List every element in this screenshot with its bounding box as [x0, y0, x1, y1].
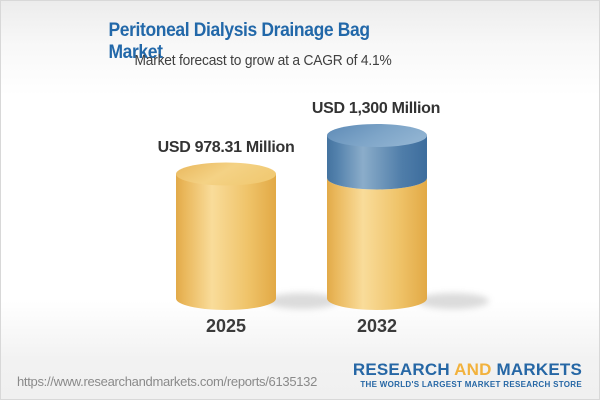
cylinder-2032	[327, 124, 427, 310]
cylinder-2032-growth-top	[327, 124, 427, 147]
cylinder-2032-growth-body	[327, 135, 427, 190]
cylinder-shadow-2025	[266, 293, 338, 309]
cylinder-shadow-2032	[417, 293, 489, 309]
cylinder-2025-body	[176, 174, 276, 310]
axis-label-2025: 2025	[205, 316, 247, 336]
axis-label-2032: 2032	[356, 316, 398, 336]
logo-word-and: AND	[454, 360, 492, 379]
cylinder-2025	[176, 162, 276, 310]
logo-word-markets: MARKETS	[496, 360, 582, 379]
cylinder-2032-base-body	[327, 178, 427, 310]
cylinder-2025-top	[176, 162, 276, 186]
page-title: Peritoneal Dialysis Drainage Bag Market	[108, 20, 370, 63]
report-url-link[interactable]: https://www.researchandmarkets.com/repor…	[17, 374, 318, 389]
value-label-2032: USD 1,300 Million	[311, 100, 441, 117]
logo-word-research: RESEARCH	[352, 360, 450, 379]
logo-tagline: THE WORLD'S LARGEST MARKET RESEARCH STOR…	[360, 380, 582, 389]
research-and-markets-logo: RESEARCH AND MARKETS THE WORLD'S LARGEST…	[353, 361, 582, 389]
chart-subtitle: Market forecast to grow at a CAGR of 4.1…	[134, 53, 392, 69]
value-label-2025: USD 978.31 Million	[157, 139, 295, 156]
logo-wordmark: RESEARCH AND MARKETS	[353, 361, 582, 378]
